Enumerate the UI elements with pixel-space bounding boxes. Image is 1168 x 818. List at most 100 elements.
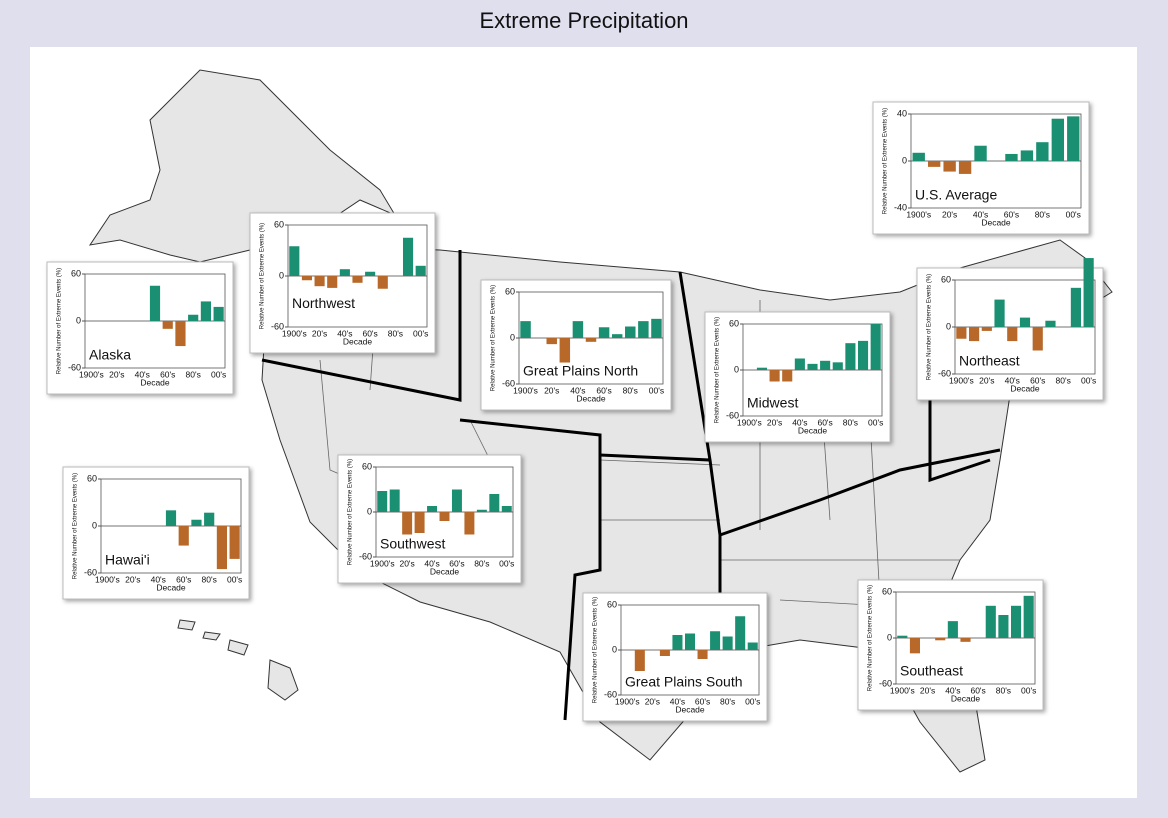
y-tick-label: 60 <box>505 286 515 296</box>
region-title: Northwest <box>292 295 355 311</box>
y-tick-label: 0 <box>279 270 284 280</box>
bar <box>501 506 512 512</box>
y-tick-label: -60 <box>359 551 372 561</box>
bar <box>985 605 996 638</box>
x-tick-label: 40's <box>570 385 585 395</box>
y-tick-label: -60 <box>938 368 951 378</box>
region-chart: -60 0 60 1900's 20's 40's 60's 80's 00's Decade Re… <box>249 212 436 354</box>
x-tick-label: 1900's <box>737 417 762 427</box>
y-axis-label: Relative Number of Extreme Events (%) <box>715 317 721 423</box>
x-tick-label: 1900's <box>282 328 307 338</box>
region-chart: -60 0 60 1900's 20's 40's 60's 80's 00's Decade Re… <box>916 258 1104 401</box>
bar <box>427 506 438 512</box>
region-title: Southeast <box>900 663 963 679</box>
bar <box>935 638 946 641</box>
x-axis-label: Decade <box>981 217 1011 227</box>
bar <box>149 285 161 321</box>
y-tick-label: 0 <box>887 632 892 642</box>
bar <box>314 276 325 287</box>
bar <box>301 276 313 281</box>
x-tick-label: 00's <box>1021 685 1036 695</box>
bar <box>289 246 300 276</box>
bar <box>415 265 426 276</box>
region-title: Northeast <box>959 353 1020 369</box>
x-axis-label: Decade <box>343 336 373 346</box>
x-axis-label: Decade <box>798 425 828 435</box>
hawaii <box>177 619 299 701</box>
y-tick-label: 0 <box>510 332 515 342</box>
x-tick-label: 1900's <box>906 209 931 219</box>
x-tick-label: 60's <box>970 685 985 695</box>
bar <box>1010 605 1022 638</box>
region-title: Great Plains North <box>523 363 638 379</box>
x-tick-label: 00's <box>745 696 760 706</box>
x-tick-label: 80's <box>388 328 403 338</box>
y-tick-label: 60 <box>87 473 97 483</box>
y-tick-label: 60 <box>941 274 951 284</box>
x-tick-label: 00's <box>1081 375 1096 385</box>
x-tick-label: 60's <box>1030 375 1045 385</box>
x-tick-label: 60's <box>1004 209 1019 219</box>
x-tick-label: 80's <box>1056 375 1071 385</box>
y-axis-label: Relative Number of Extreme Events (%) <box>491 285 497 391</box>
bar <box>178 526 189 546</box>
region-title: Hawai'i <box>105 552 150 568</box>
bar <box>912 152 925 161</box>
y-tick-label: 40 <box>897 108 907 118</box>
y-tick-label: 60 <box>274 219 284 229</box>
x-tick-label: 60's <box>176 574 191 584</box>
x-tick-label: 40's <box>1005 375 1020 385</box>
bar <box>960 638 971 642</box>
y-axis-label: Relative Number of Extreme Events (%) <box>57 268 63 374</box>
bar <box>585 338 597 342</box>
bar <box>175 321 186 347</box>
y-tick-label: 0 <box>902 155 907 165</box>
x-tick-label: 20's <box>312 328 327 338</box>
bar <box>832 362 843 370</box>
y-axis-label: Relative Number of Extreme Events (%) <box>593 597 599 703</box>
y-tick-label: 60 <box>362 461 372 471</box>
x-tick-label: 40's <box>670 696 685 706</box>
region-title: Great Plains South <box>625 674 743 690</box>
bar <box>489 494 500 512</box>
region-chart: -60 0 60 1900's 20's 40's 60's 80's 00's Decade Re… <box>62 466 250 600</box>
chart-box <box>857 579 1044 711</box>
x-tick-label: 1900's <box>95 574 120 584</box>
bar <box>162 321 173 329</box>
x-tick-label: 20's <box>645 696 660 706</box>
x-tick-label: 20's <box>544 385 559 395</box>
x-tick-label: 1900's <box>949 375 974 385</box>
x-tick-label: 1900's <box>79 369 104 379</box>
x-tick-label: 40's <box>973 209 988 219</box>
bar <box>1007 327 1018 342</box>
x-axis-label: Decade <box>951 693 981 703</box>
bar <box>365 271 376 276</box>
y-tick-label: 60 <box>729 318 739 328</box>
y-tick-label: -60 <box>604 689 617 699</box>
bar <box>451 489 462 512</box>
bar <box>659 650 670 656</box>
x-tick-label: 00's <box>1066 209 1081 219</box>
x-tick-label: 00's <box>868 417 883 427</box>
x-tick-label: 1900's <box>370 558 395 568</box>
region-chart: -40 0 40 1900's 20's 40's 60's 80's 00's Decade Re… <box>872 101 1090 235</box>
bar <box>943 161 956 172</box>
bar <box>845 343 856 370</box>
y-tick-label: 60 <box>71 268 81 278</box>
x-tick-label: 60's <box>596 385 611 395</box>
x-tick-label: 80's <box>720 696 735 706</box>
bar <box>756 367 768 370</box>
bar <box>722 636 733 650</box>
chart-box <box>337 454 522 584</box>
y-axis-label: Relative Number of Extreme Events (%) <box>927 274 933 380</box>
bar <box>1083 258 1094 327</box>
y-tick-label: 0 <box>76 315 81 325</box>
x-tick-label: 80's <box>474 558 489 568</box>
x-tick-label: 80's <box>1035 209 1050 219</box>
x-tick-label: 40's <box>424 558 439 568</box>
x-axis-label: Decade <box>576 393 606 403</box>
bar <box>377 276 388 289</box>
x-tick-label: 40's <box>337 328 352 338</box>
bar <box>1051 118 1064 161</box>
x-tick-label: 40's <box>792 417 807 427</box>
